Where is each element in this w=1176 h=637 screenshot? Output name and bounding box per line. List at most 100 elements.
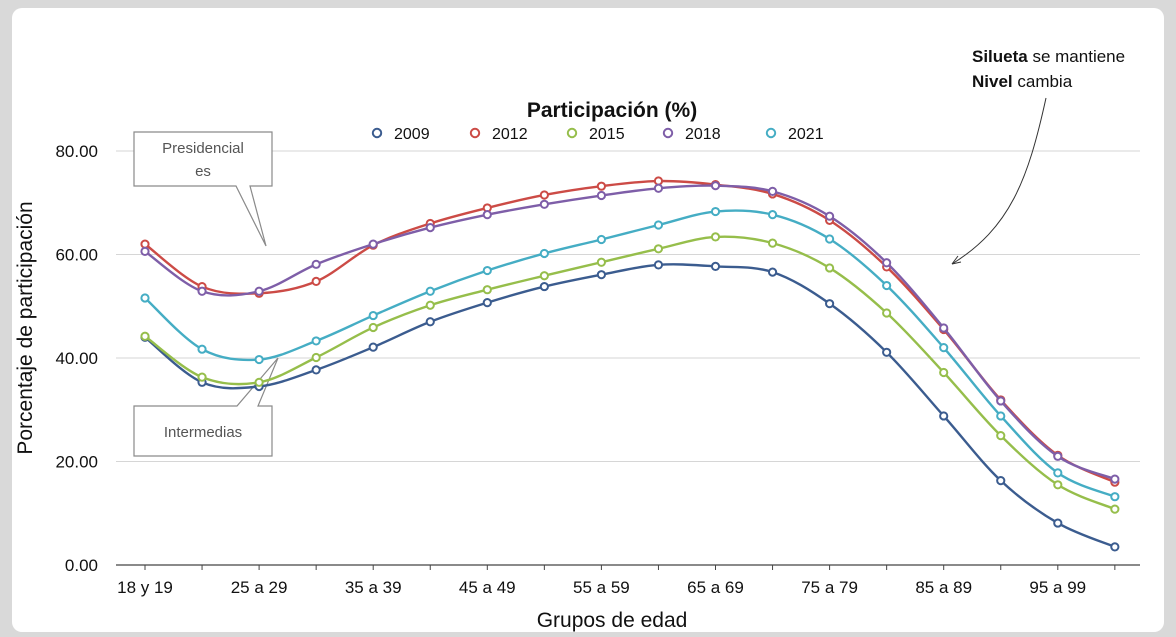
data-point-2018 <box>482 210 492 220</box>
data-point-2018 <box>653 183 664 193</box>
data-point-2009 <box>825 299 835 309</box>
legend-marker <box>765 127 777 139</box>
legend-label: 2012 <box>492 126 528 143</box>
x-axis-ticks: 18 y 19 25 a 29 35 a 39 45 a 49 55 a 59 65 a … <box>117 565 1116 597</box>
data-point-2018 <box>1110 474 1120 484</box>
data-point-2015 <box>254 377 264 387</box>
data-point-2021 <box>311 336 321 346</box>
y-tick-label: 20.00 <box>55 453 98 472</box>
callout-midterm-box <box>133 357 279 457</box>
series-2015 <box>140 232 1120 514</box>
legend-item-2012: 2012 <box>469 126 528 143</box>
data-point-2018 <box>710 181 721 191</box>
data-point-2021 <box>996 411 1006 421</box>
x-tick-label: 25 a 29 <box>231 578 288 597</box>
data-point-2015 <box>767 238 778 248</box>
data-point-2018 <box>254 286 264 296</box>
legend-item-2021: 2021 <box>765 126 824 143</box>
data-point-2018 <box>939 323 949 333</box>
data-point-2021 <box>825 234 835 244</box>
legend-item-2009: 2009 <box>371 126 430 143</box>
x-axis-title: Grupos de edad <box>537 609 688 632</box>
legend-marker <box>469 127 481 139</box>
callout-midterm-text: Intermedias <box>164 424 242 441</box>
note-arrow-head <box>951 255 962 265</box>
data-point-2018 <box>825 211 835 221</box>
data-point-2009 <box>368 342 378 352</box>
callout-presidential-line1: Presidencial <box>162 140 244 157</box>
data-point-2015 <box>1110 504 1120 514</box>
data-point-2015 <box>653 244 664 254</box>
data-point-2021 <box>425 286 435 296</box>
data-point-2018 <box>539 199 549 209</box>
data-point-2009 <box>596 270 607 280</box>
legend-marker <box>566 127 578 139</box>
data-point-2012 <box>653 176 664 186</box>
data-point-2018 <box>882 258 892 268</box>
data-point-2012 <box>311 276 321 287</box>
data-point-2021 <box>1110 492 1120 502</box>
data-point-2018 <box>1053 451 1063 461</box>
x-tick-label: 65 a 69 <box>687 578 744 597</box>
data-point-2009 <box>1053 518 1063 528</box>
data-point-2009 <box>1110 542 1120 552</box>
data-point-2018 <box>996 396 1006 406</box>
data-point-2015 <box>939 367 949 378</box>
legend-marker <box>662 127 674 139</box>
data-point-2018 <box>197 286 207 296</box>
data-point-2021 <box>539 248 549 259</box>
data-point-2018 <box>368 239 378 249</box>
data-point-2021 <box>197 344 207 354</box>
data-point-2009 <box>882 347 892 357</box>
data-point-2018 <box>596 190 607 201</box>
x-tick-label: 18 y 19 <box>117 578 173 597</box>
series-2018 <box>140 181 1120 484</box>
legend-item-2015: 2015 <box>566 126 625 143</box>
y-tick-label: 40.00 <box>55 349 98 368</box>
x-tick-label: 75 a 79 <box>801 578 858 597</box>
data-point-2021 <box>767 210 778 220</box>
data-point-2021 <box>254 354 264 365</box>
data-point-2009 <box>767 267 778 277</box>
chart-card <box>12 8 1164 632</box>
x-tick-label: 45 a 49 <box>459 578 516 597</box>
data-point-2009 <box>425 317 435 327</box>
legend: 2009 2012 2015 2018 2021 <box>371 126 824 143</box>
x-tick-label: 35 a 39 <box>345 578 402 597</box>
legend-label: 2015 <box>589 126 625 143</box>
data-point-2015 <box>140 331 150 341</box>
legend-item-2018: 2018 <box>662 126 721 143</box>
data-point-2021 <box>882 280 892 291</box>
legend-marker <box>371 127 383 139</box>
data-point-2015 <box>882 308 892 318</box>
note-annotation: Silueta se mantiene Nivel cambia <box>951 47 1125 265</box>
data-point-2021 <box>1053 468 1063 478</box>
data-point-2015 <box>425 300 435 310</box>
data-point-2009 <box>939 411 949 421</box>
callout-midterm: Intermedias <box>133 357 279 457</box>
data-point-2009 <box>539 281 549 292</box>
data-point-2009 <box>996 476 1006 486</box>
callout-presidential-line2: es <box>195 163 211 180</box>
y-axis-ticks: 0.00 20.00 40.00 60.00 80.00 <box>55 142 98 575</box>
data-point-2015 <box>1053 480 1063 490</box>
data-point-2018 <box>425 222 435 233</box>
x-tick-label: 85 a 89 <box>915 578 972 597</box>
y-tick-label: 80.00 <box>55 142 98 161</box>
note-line-1: Silueta se mantiene <box>972 47 1125 66</box>
data-point-2021 <box>939 343 949 353</box>
legend-label: 2009 <box>394 126 430 143</box>
note-arrow <box>951 97 1047 265</box>
data-point-2021 <box>653 220 664 230</box>
data-point-2015 <box>710 232 721 242</box>
data-point-2021 <box>596 234 607 245</box>
data-point-2021 <box>140 293 150 303</box>
x-tick-label: 55 a 59 <box>573 578 630 597</box>
gridlines <box>116 150 1140 566</box>
data-point-2021 <box>710 206 721 217</box>
data-point-2015 <box>368 322 378 333</box>
series-2021 <box>140 206 1120 502</box>
x-tick-label: 95 a 99 <box>1029 578 1086 597</box>
